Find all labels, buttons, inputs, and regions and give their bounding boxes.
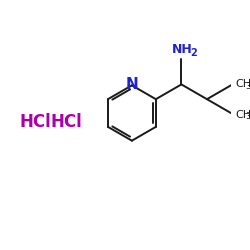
Text: 3: 3 xyxy=(246,112,250,121)
Text: 2: 2 xyxy=(190,48,197,58)
Text: 3: 3 xyxy=(246,82,250,91)
Text: CH: CH xyxy=(235,110,250,120)
Text: HCl: HCl xyxy=(19,113,51,131)
Text: HCl: HCl xyxy=(50,113,82,131)
Text: CH: CH xyxy=(235,80,250,90)
Text: N: N xyxy=(126,77,138,92)
Text: NH: NH xyxy=(172,43,193,56)
